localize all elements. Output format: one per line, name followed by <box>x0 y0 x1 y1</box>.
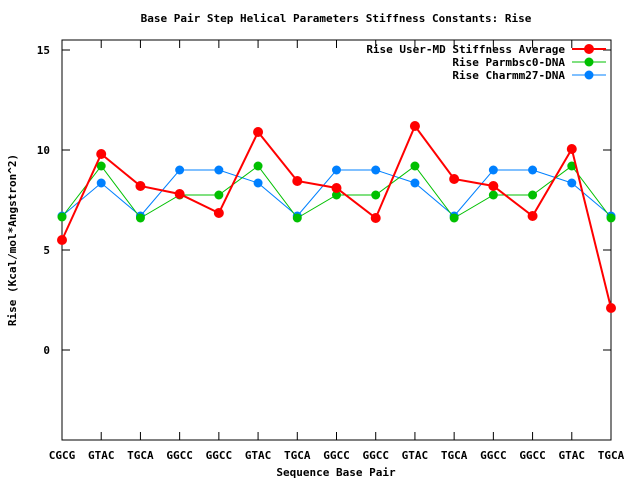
data-point <box>449 174 460 184</box>
data-point <box>135 181 146 191</box>
x-tick-label: GGCC <box>206 449 233 462</box>
data-point <box>449 213 459 223</box>
x-tick-label: GTAC <box>245 449 272 462</box>
data-point <box>332 165 341 175</box>
data-point <box>174 189 185 199</box>
data-point <box>332 190 341 200</box>
data-point <box>410 161 420 171</box>
data-point <box>488 181 499 191</box>
x-tick-label: GTAC <box>559 449 586 462</box>
data-point <box>253 178 263 188</box>
series-layer <box>57 121 616 313</box>
y-axis-label: Rise (Kcal/mol*Angstron^2) <box>6 154 19 326</box>
data-point <box>606 303 616 313</box>
legend-marker <box>584 57 594 67</box>
data-point <box>410 178 420 188</box>
data-point <box>488 165 498 175</box>
y-tick-label: 15 <box>37 44 50 57</box>
data-point <box>96 178 106 188</box>
x-tick-label: GGCC <box>480 449 507 462</box>
x-tick-label: GGCC <box>323 449 350 462</box>
x-tick-label: GGCC <box>519 449 546 462</box>
data-point <box>527 211 538 221</box>
data-point <box>528 165 538 175</box>
data-point <box>370 213 381 223</box>
data-point <box>57 212 67 222</box>
data-point <box>214 190 224 200</box>
plot-frame <box>61 39 612 441</box>
data-point <box>409 121 420 131</box>
x-tick-label: CGCG <box>49 449 76 462</box>
legend-label: Rise User-MD Stiffness Average <box>366 43 565 56</box>
data-point <box>331 183 342 193</box>
data-point <box>253 127 264 137</box>
y-tick-label: 0 <box>43 344 50 357</box>
data-point <box>528 190 538 200</box>
data-point <box>96 161 106 171</box>
series-1 <box>57 121 616 313</box>
data-point <box>292 213 302 223</box>
legend-label: Rise Charmm27-DNA <box>452 69 565 82</box>
x-tick-label: GGCC <box>362 449 389 462</box>
data-point <box>292 176 303 186</box>
plot-area <box>61 39 612 441</box>
x-tick-label: TGCA <box>441 449 468 462</box>
data-point <box>371 165 381 175</box>
y-tick-label: 5 <box>43 244 50 257</box>
data-point <box>135 213 145 223</box>
y-axis: 15 10 5 0 <box>37 44 611 357</box>
legend-marker <box>584 70 594 80</box>
x-tick-label: GTAC <box>88 449 115 462</box>
y-tick-label: 10 <box>37 144 50 157</box>
data-point <box>253 161 263 171</box>
data-point <box>175 165 185 175</box>
legend-label: Rise Parmbsc0-DNA <box>452 56 565 69</box>
data-point <box>213 208 224 218</box>
data-point <box>566 144 577 154</box>
x-tick-label: GGCC <box>166 449 193 462</box>
x-tick-label: GTAC <box>402 449 429 462</box>
data-point <box>96 149 107 159</box>
x-tick-label: TGCA <box>598 449 625 462</box>
data-point <box>567 178 577 188</box>
data-point <box>214 165 224 175</box>
data-point <box>488 190 498 200</box>
x-axis-label: Sequence Base Pair <box>276 466 396 479</box>
x-axis: CGCG GTAC TGCA GGCC GGCC GTAC TGCA GGCC GGCC GTAC… <box>49 40 625 462</box>
data-point <box>606 213 616 223</box>
data-point <box>371 190 381 200</box>
x-tick-label: TGCA <box>284 449 311 462</box>
data-point <box>57 235 67 245</box>
legend-marker <box>584 44 594 54</box>
data-point <box>567 161 577 171</box>
x-tick-label: TGCA <box>127 449 154 462</box>
chart-title: Base Pair Step Helical Parameters Stiffn… <box>141 12 532 25</box>
